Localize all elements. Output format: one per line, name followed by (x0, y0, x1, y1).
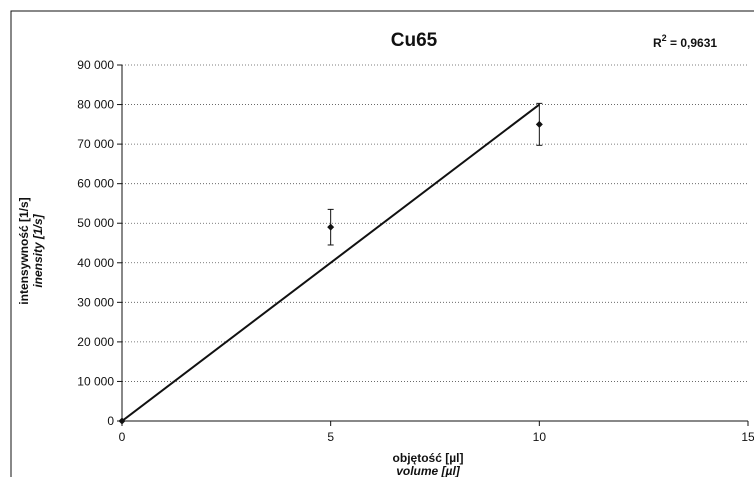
x-axis: 0 5 10 15 (119, 420, 754, 444)
data-point (535, 120, 543, 128)
y-tick-label: 50 000 (77, 216, 114, 230)
x-tick-label: 5 (327, 430, 334, 444)
y-tick-label: 80 000 (77, 98, 114, 112)
y-tick-label: 0 (107, 414, 114, 428)
y-tick-label: 60 000 (77, 177, 114, 191)
x-axis-label: objętość [µl] (393, 451, 464, 465)
trendline (121, 103, 540, 422)
data-series (118, 102, 543, 425)
data-point (327, 223, 335, 231)
y-tick-label: 40 000 (77, 256, 114, 270)
x-tick-label: 0 (119, 430, 126, 444)
x-tick-label: 15 (741, 430, 754, 444)
y-tick-label: 10 000 (77, 374, 114, 388)
chart-area-border (10, 10, 754, 477)
r-squared-annotation: R2 = 0,9631 (653, 33, 717, 50)
x-tick-label: 10 (533, 430, 547, 444)
y-axis-label: intensywność [1/s] (17, 197, 31, 304)
y-axis-label-en: inensity [1/s] (31, 213, 45, 287)
x-axis-label-en: volume [µl] (396, 464, 461, 477)
y-tick-label: 90 000 (77, 58, 114, 72)
chart-title: Cu65 (391, 30, 438, 51)
trendline-line (121, 103, 540, 422)
y-tick-label: 70 000 (77, 137, 114, 151)
y-tick-label: 20 000 (77, 335, 114, 349)
y-axis: 0 10 000 20 000 30 000 40 000 50 000 60 000 70 … (77, 58, 123, 428)
data-point (118, 417, 126, 425)
y-tick-label: 30 000 (77, 295, 114, 309)
